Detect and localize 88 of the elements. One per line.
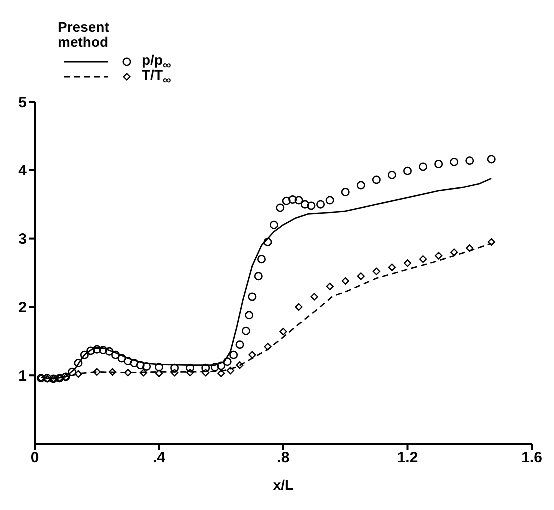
point — [450, 158, 459, 166]
point — [99, 346, 108, 355]
point — [74, 359, 83, 368]
y-tick-label: 5 — [18, 94, 27, 112]
point — [140, 369, 148, 377]
legend-label: T/T$_{∞}$ — [142, 66, 172, 86]
point — [124, 369, 132, 377]
x-tick-label: 0 — [30, 450, 40, 467]
point — [170, 364, 180, 372]
point — [202, 364, 210, 372]
point — [435, 252, 443, 260]
point — [276, 204, 285, 212]
point — [254, 272, 263, 281]
point — [142, 362, 152, 371]
point — [236, 340, 244, 350]
point — [404, 166, 412, 176]
point — [466, 156, 474, 166]
x-tick-label: 1.6 — [522, 450, 542, 467]
point — [202, 369, 210, 377]
point — [356, 181, 366, 190]
point — [310, 293, 318, 301]
point — [223, 358, 232, 366]
point — [341, 188, 350, 197]
point — [68, 368, 77, 376]
x-tick-label: 1.2 — [397, 450, 418, 467]
point — [307, 202, 316, 210]
point — [136, 361, 145, 370]
point — [80, 350, 89, 360]
point — [230, 350, 238, 360]
point — [248, 292, 257, 302]
y-tick-label: 1 — [18, 368, 27, 385]
point — [245, 311, 254, 320]
point — [264, 343, 272, 351]
point — [218, 370, 226, 378]
point — [372, 268, 380, 276]
x-tick-label: .4 — [152, 450, 166, 467]
point — [434, 160, 444, 168]
point — [264, 238, 272, 246]
point — [248, 351, 256, 359]
y-tick-label: 2 — [18, 300, 27, 317]
point — [217, 362, 226, 370]
point — [342, 277, 350, 286]
point — [316, 200, 326, 209]
point — [282, 196, 291, 206]
point — [300, 200, 310, 209]
point — [210, 363, 220, 372]
point — [488, 238, 496, 246]
point — [404, 260, 412, 268]
point — [74, 370, 82, 378]
point — [242, 326, 250, 336]
point — [170, 369, 179, 377]
point — [92, 345, 102, 354]
y-tick-label: 4 — [18, 162, 28, 180]
point — [236, 362, 244, 370]
point — [295, 303, 303, 311]
point — [326, 282, 334, 290]
point — [388, 170, 396, 180]
point — [105, 347, 114, 356]
point — [288, 196, 298, 204]
point — [130, 359, 139, 368]
point — [124, 356, 132, 366]
point — [450, 248, 458, 256]
point — [155, 370, 164, 378]
x-axis-title: x/L — [273, 477, 294, 493]
point — [487, 155, 496, 164]
y-tick-label: 3 — [18, 231, 27, 248]
point — [294, 196, 304, 205]
point — [155, 363, 164, 372]
point — [86, 346, 96, 356]
point — [186, 369, 194, 377]
point — [326, 196, 334, 205]
point — [372, 176, 381, 184]
point — [270, 220, 278, 230]
point — [466, 244, 474, 252]
legend-title: Present method — [58, 19, 110, 50]
point — [388, 264, 396, 272]
point — [419, 162, 428, 172]
point — [258, 255, 266, 264]
point — [186, 364, 195, 372]
point — [118, 354, 126, 363]
point — [280, 328, 288, 336]
point — [112, 350, 120, 360]
point — [419, 256, 428, 264]
point — [357, 272, 365, 280]
point — [226, 367, 234, 375]
point — [108, 368, 116, 376]
point — [93, 368, 101, 376]
x-tick-label: .8 — [277, 450, 290, 467]
